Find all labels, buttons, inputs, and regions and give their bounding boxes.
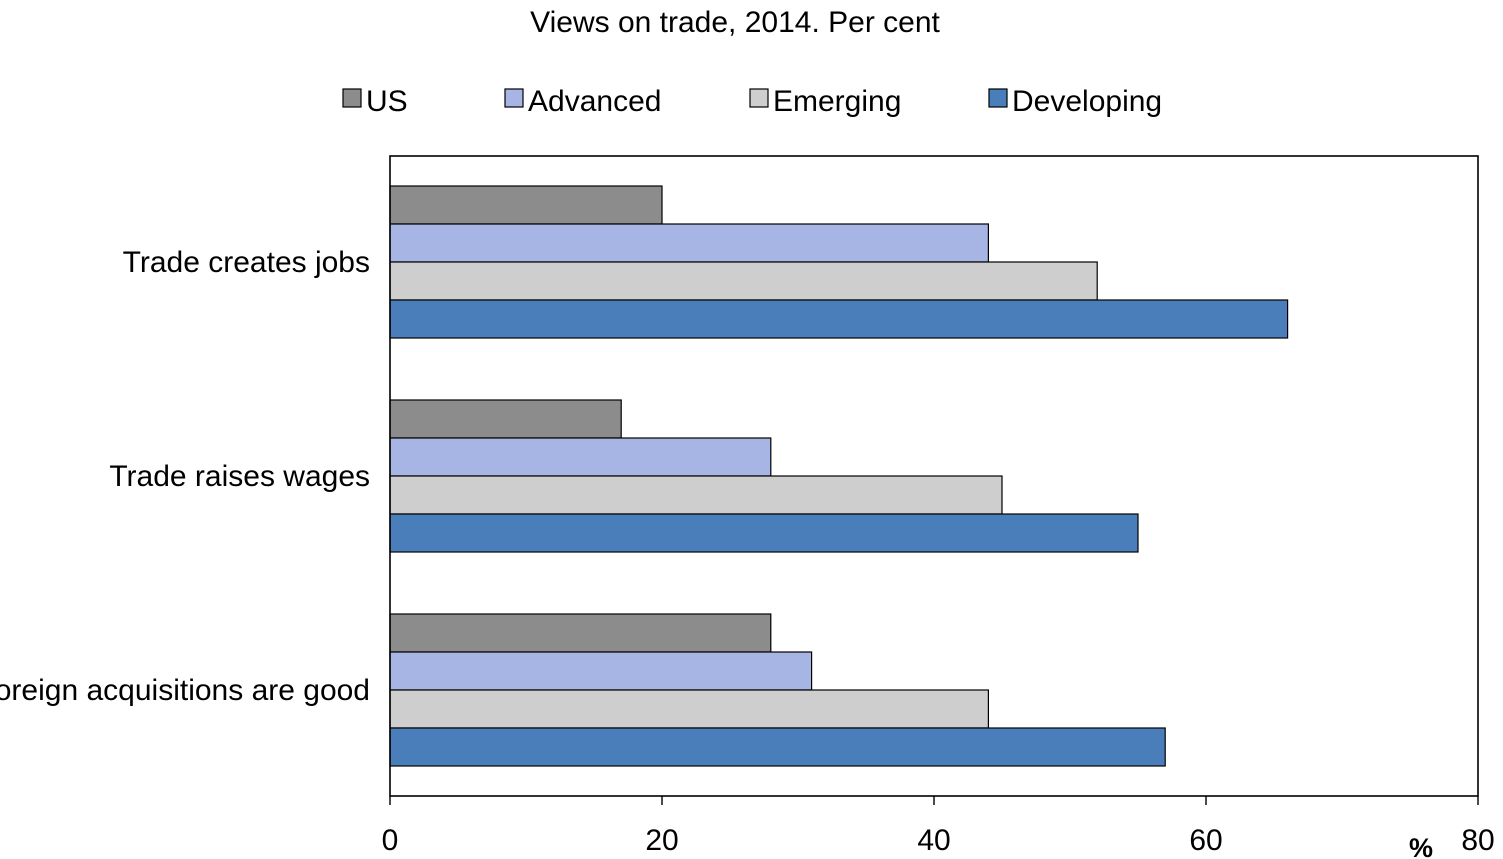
legend-label-developing: Developing [1012,85,1162,118]
bar-emerging-foreign-acquisitions-are-good [389,689,990,729]
chart-title: Views on trade, 2014. Per cent [530,6,940,39]
x-tick-label: 20 [645,824,678,857]
legend-label-emerging: Emerging [773,85,901,118]
bars [389,185,1289,767]
bar-us-foreign-acquisitions-are-good [389,613,772,653]
legend-label-us: US [366,85,408,118]
bar-advanced-trade-raises-wages [389,437,772,477]
legend-swatch-us [342,88,362,108]
category-label-trade-creates-jobs: Trade creates jobs [123,246,370,279]
bar-advanced-trade-creates-jobs [389,223,990,263]
x-tick-label: 80 [1461,824,1494,857]
category-label-foreign-acquisitions-are-good: Foreign acquisitions are good [0,674,370,707]
x-tick-label: 0 [382,824,399,857]
legend-swatch-developing [988,88,1008,108]
bar-us-trade-raises-wages [389,399,622,439]
legend: US Advanced Emerging Developing [342,85,1162,118]
bar-developing-trade-raises-wages [389,513,1139,553]
x-tick-label: 40 [917,824,950,857]
category-label-trade-raises-wages: Trade raises wages [109,460,370,493]
x-axis: 0 20 40 60 80 [382,796,1495,857]
bar-advanced-foreign-acquisitions-are-good [389,651,813,691]
axis-unit-label: % [1409,833,1433,859]
legend-label-advanced: Advanced [528,85,661,118]
bar-developing-foreign-acquisitions-are-good [389,727,1166,767]
bar-emerging-trade-creates-jobs [389,261,1098,301]
bar-emerging-trade-raises-wages [389,475,1003,515]
y-axis: Trade creates jobs Trade raises wages Fore… [0,246,370,707]
bar-developing-trade-creates-jobs [389,299,1289,339]
x-tick-label: 60 [1189,824,1222,857]
bar-us-trade-creates-jobs [389,185,663,225]
legend-swatch-advanced [504,88,524,108]
legend-swatch-emerging [749,88,769,108]
